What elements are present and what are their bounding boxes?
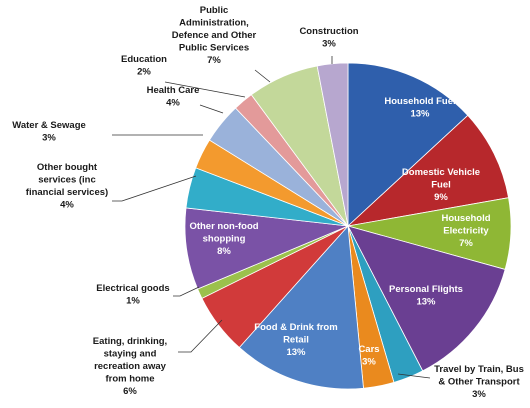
slice-label-14: Public Administration, Defence and Other Pu…: [172, 5, 257, 66]
slice-label-0: Household Fuel 13%: [384, 96, 455, 120]
pie-slice-3: [347, 225, 506, 372]
slice-label-15: Construction 3%: [299, 26, 358, 50]
slice-label-13: Education 2%: [121, 54, 167, 78]
leader-line-4: [397, 373, 431, 379]
leader-line-10: [112, 175, 197, 202]
slice-label-5: Cars 3%: [358, 344, 379, 368]
slice-label-1: Domestic Vehicle Fuel 9%: [402, 167, 480, 203]
slice-label-10: Other bought services (inc financial servi…: [26, 162, 108, 211]
slice-label-3: Personal Flights 13%: [389, 284, 463, 308]
leader-lines: [112, 56, 431, 379]
leader-line-13: [164, 81, 246, 98]
slice-label-12: Health Care 4%: [147, 85, 200, 109]
slice-label-2: Household Electricity 7%: [441, 213, 490, 249]
leader-line-8: [173, 286, 200, 297]
leader-line-12: [199, 104, 224, 114]
leader-line-7: [178, 319, 223, 353]
pie-slices: [184, 62, 512, 390]
slice-labels: Household Fuel 13% Domestic Vehicle Fuel 9% H…: [12, 5, 524, 400]
slice-label-8: Electrical goods 1%: [96, 283, 169, 307]
slice-label-9: Other non-food shopping 8%: [189, 221, 258, 257]
pie-slice-15: [316, 62, 349, 227]
pie-slice-0: [347, 62, 469, 227]
pie-slice-1: [346, 114, 509, 227]
slice-label-4: Travel by Train, Bus & Other Transport 3%: [434, 364, 524, 400]
slice-label-7: Eating, drinking, staying and recreation a…: [93, 336, 167, 397]
leader-line-14: [254, 69, 271, 83]
slice-label-11: Water & Sewage 3%: [12, 120, 86, 144]
pie-slice-6: [238, 225, 364, 390]
slice-label-6: Food & Drink from Retail 13%: [254, 322, 337, 358]
